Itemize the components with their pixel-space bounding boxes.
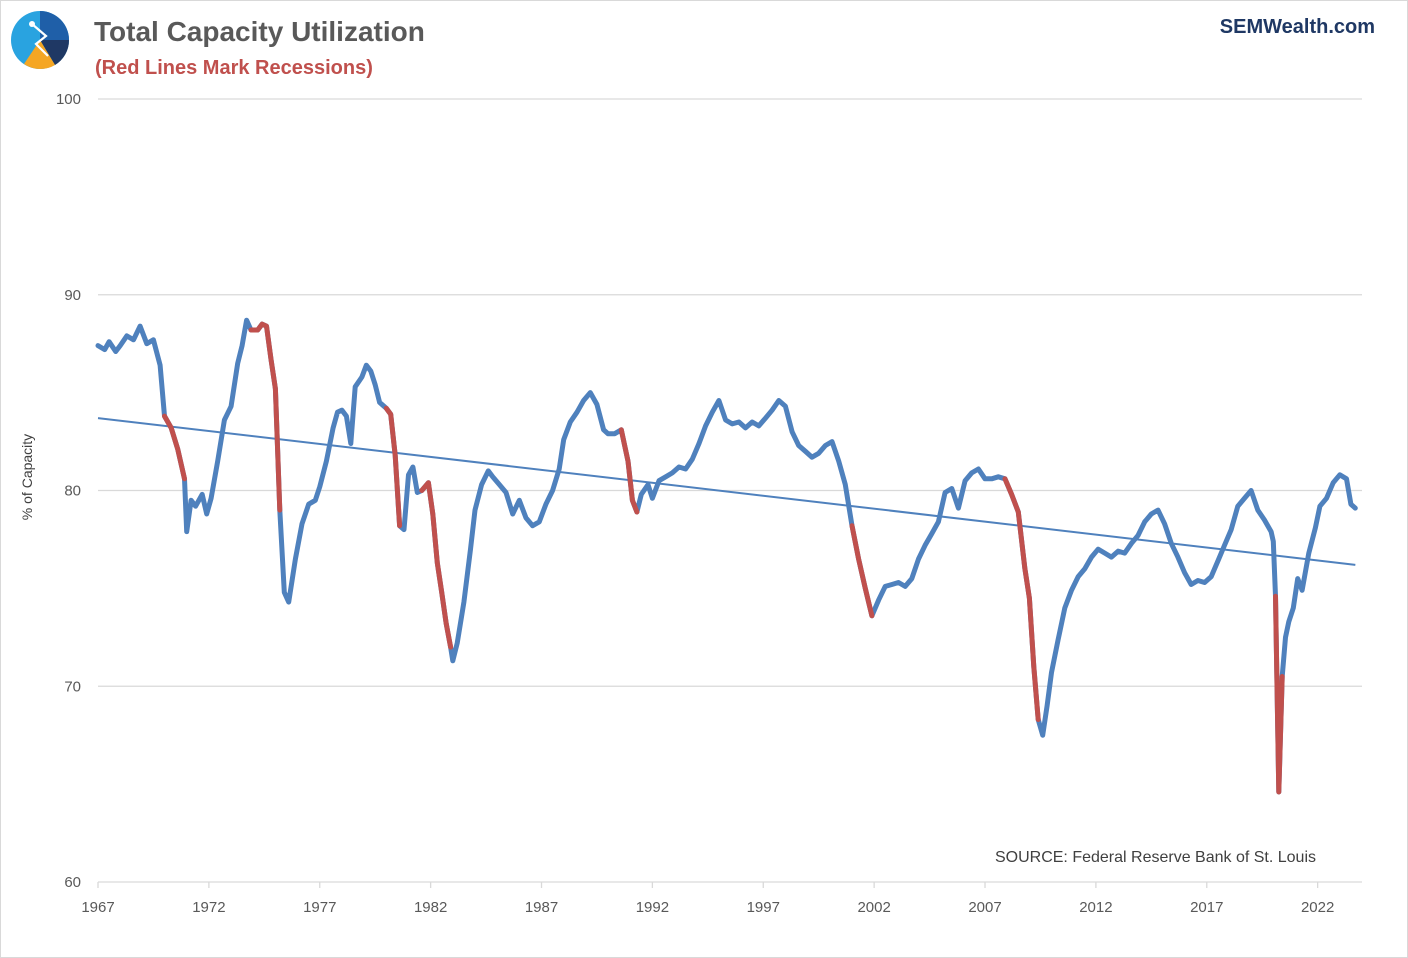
- x-tick-label: 1977: [303, 899, 336, 916]
- x-tick-label: 1967: [81, 899, 114, 916]
- recession-segment: [248, 321, 283, 513]
- y-tick-label: 90: [64, 287, 81, 304]
- y-tick-label: 60: [64, 874, 81, 891]
- recession-segment: [383, 405, 403, 529]
- brand-link[interactable]: SEMWealth.com: [1219, 16, 1375, 38]
- x-tick-label: 2012: [1079, 899, 1112, 916]
- source-annotation: SOURCE: Federal Reserve Bank of St. Loui…: [995, 849, 1316, 866]
- capacity-utilization-line: [95, 317, 1358, 795]
- chart-title: Total Capacity Utilization: [94, 16, 425, 47]
- x-tick-label: 1992: [636, 899, 669, 916]
- recession-segment: [1273, 593, 1285, 795]
- y-tick-label: 80: [64, 483, 81, 500]
- gridlines: [98, 98, 1362, 687]
- y-tick-label: 100: [56, 91, 81, 108]
- x-tick-label: 1972: [192, 899, 225, 916]
- sem-wealth-logo-icon: [10, 10, 70, 70]
- recession-segment: [419, 480, 454, 650]
- chart-subtitle: (Red Lines Mark Recessions): [95, 57, 373, 79]
- axes: 60 70 80 90 100 1967 1972 1977 1982 1987 1992 1997 2…: [56, 91, 1362, 916]
- x-tick-label: 2022: [1301, 899, 1334, 916]
- x-tick-label: 1997: [747, 899, 780, 916]
- recession-segment: [162, 413, 187, 482]
- trendline: [97, 417, 1356, 566]
- y-axis-label: % of Capacity: [19, 434, 35, 520]
- x-tick-label: 2002: [857, 899, 890, 916]
- recession-segment: [618, 427, 640, 515]
- series-layer: [95, 317, 1358, 795]
- recession-segment: [1002, 476, 1041, 722]
- recession-layer: [162, 321, 1285, 795]
- x-tick-label: 1987: [525, 899, 558, 916]
- x-tick-label: 1982: [414, 899, 447, 916]
- y-tick-label: 70: [64, 678, 81, 695]
- x-tick-label: 2017: [1190, 899, 1223, 916]
- recession-segment: [849, 523, 875, 619]
- trendline-layer: [97, 417, 1356, 566]
- x-tick-label: 2007: [968, 899, 1001, 916]
